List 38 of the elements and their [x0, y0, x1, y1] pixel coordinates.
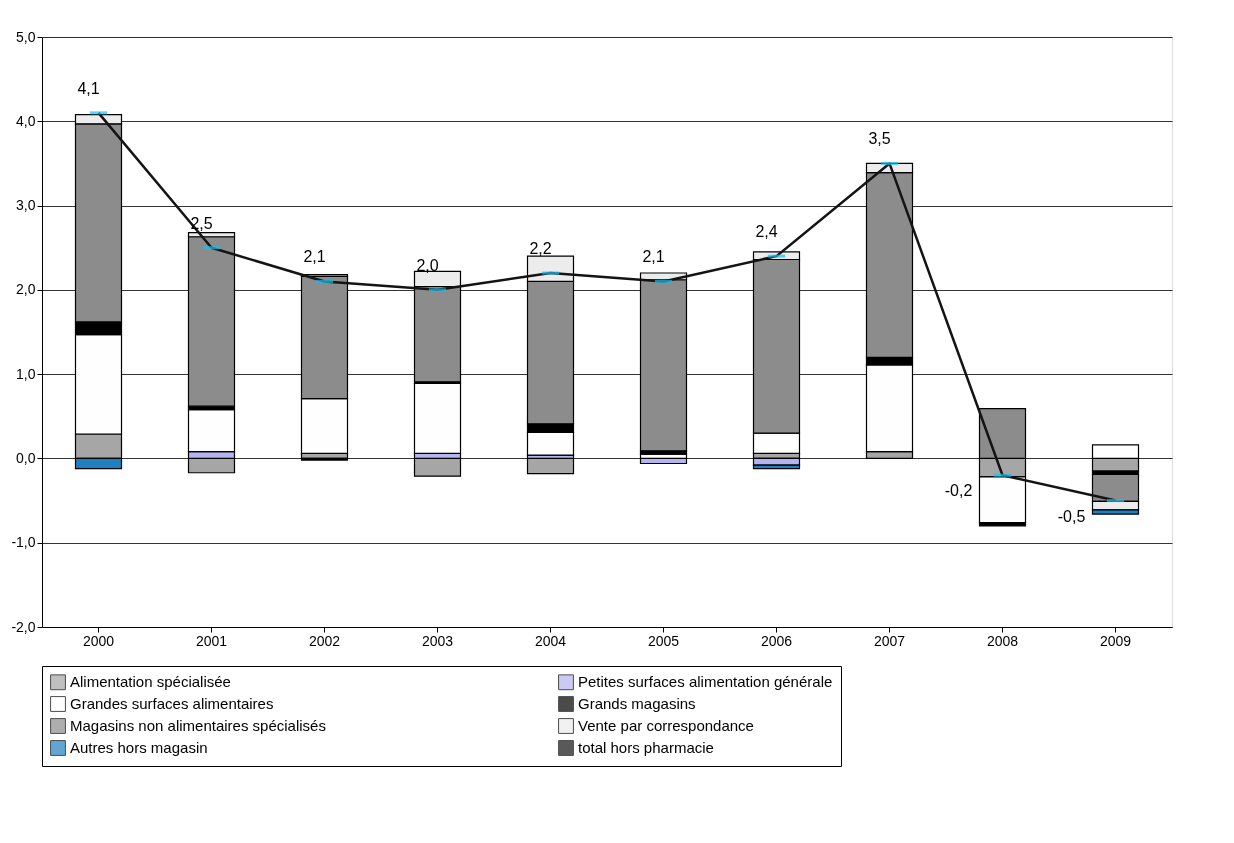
- x-tick-label: 2008: [986, 632, 1019, 649]
- x-tick-label: 2005: [647, 632, 680, 649]
- y-tick-label: 1,0: [16, 365, 36, 382]
- y-tick-label: -2,0: [11, 618, 36, 635]
- x-tick-label: 2007: [873, 632, 906, 649]
- data-label: -0,5: [1057, 507, 1086, 525]
- data-label: 2,1: [642, 248, 665, 266]
- data-label: 3,5: [868, 130, 891, 148]
- legend-label: Grandes surfaces alimentaires: [70, 695, 274, 712]
- x-tick-label: 2000: [82, 632, 115, 649]
- x-tick-label: 2001: [195, 632, 228, 649]
- y-tick-label: 0,0: [16, 449, 36, 466]
- data-label: 2,0: [416, 256, 439, 274]
- y-tick-label: 2,0: [16, 281, 36, 298]
- legend-label: Vente par correspondance: [578, 717, 754, 734]
- y-tick-label: -1,0: [11, 534, 36, 551]
- y-tick-label: 4,0: [16, 112, 36, 129]
- y-tick-label: 5,0: [16, 28, 36, 45]
- data-label: -0,2: [944, 482, 973, 500]
- data-label: 2,2: [529, 240, 552, 257]
- legend-label: Autres hors magasin: [70, 739, 208, 756]
- bar: [526, 457, 575, 475]
- legend-label: Grands magasins: [578, 695, 696, 712]
- legend-label: Magasins non alimentaires spécialisés: [70, 717, 326, 734]
- x-tick-label: 2006: [760, 632, 793, 649]
- legend-label: Petites surfaces alimentation générale: [578, 673, 833, 691]
- legend-label: total hors pharmacie: [578, 739, 714, 756]
- data-label: 4,1: [77, 79, 100, 97]
- x-tick-label: 2009: [1099, 632, 1132, 649]
- data-label: 2,4: [755, 223, 778, 241]
- data-label: 2,5: [190, 214, 213, 232]
- legend-label: Alimentation spécialisée: [70, 673, 231, 691]
- data-label: 2,1: [303, 248, 326, 266]
- x-tick-label: 2002: [308, 632, 341, 649]
- bar: [413, 457, 462, 477]
- x-tick-label: 2004: [534, 632, 567, 649]
- y-tick-label: 3,0: [16, 197, 36, 214]
- x-tick-label: 2003: [421, 632, 454, 649]
